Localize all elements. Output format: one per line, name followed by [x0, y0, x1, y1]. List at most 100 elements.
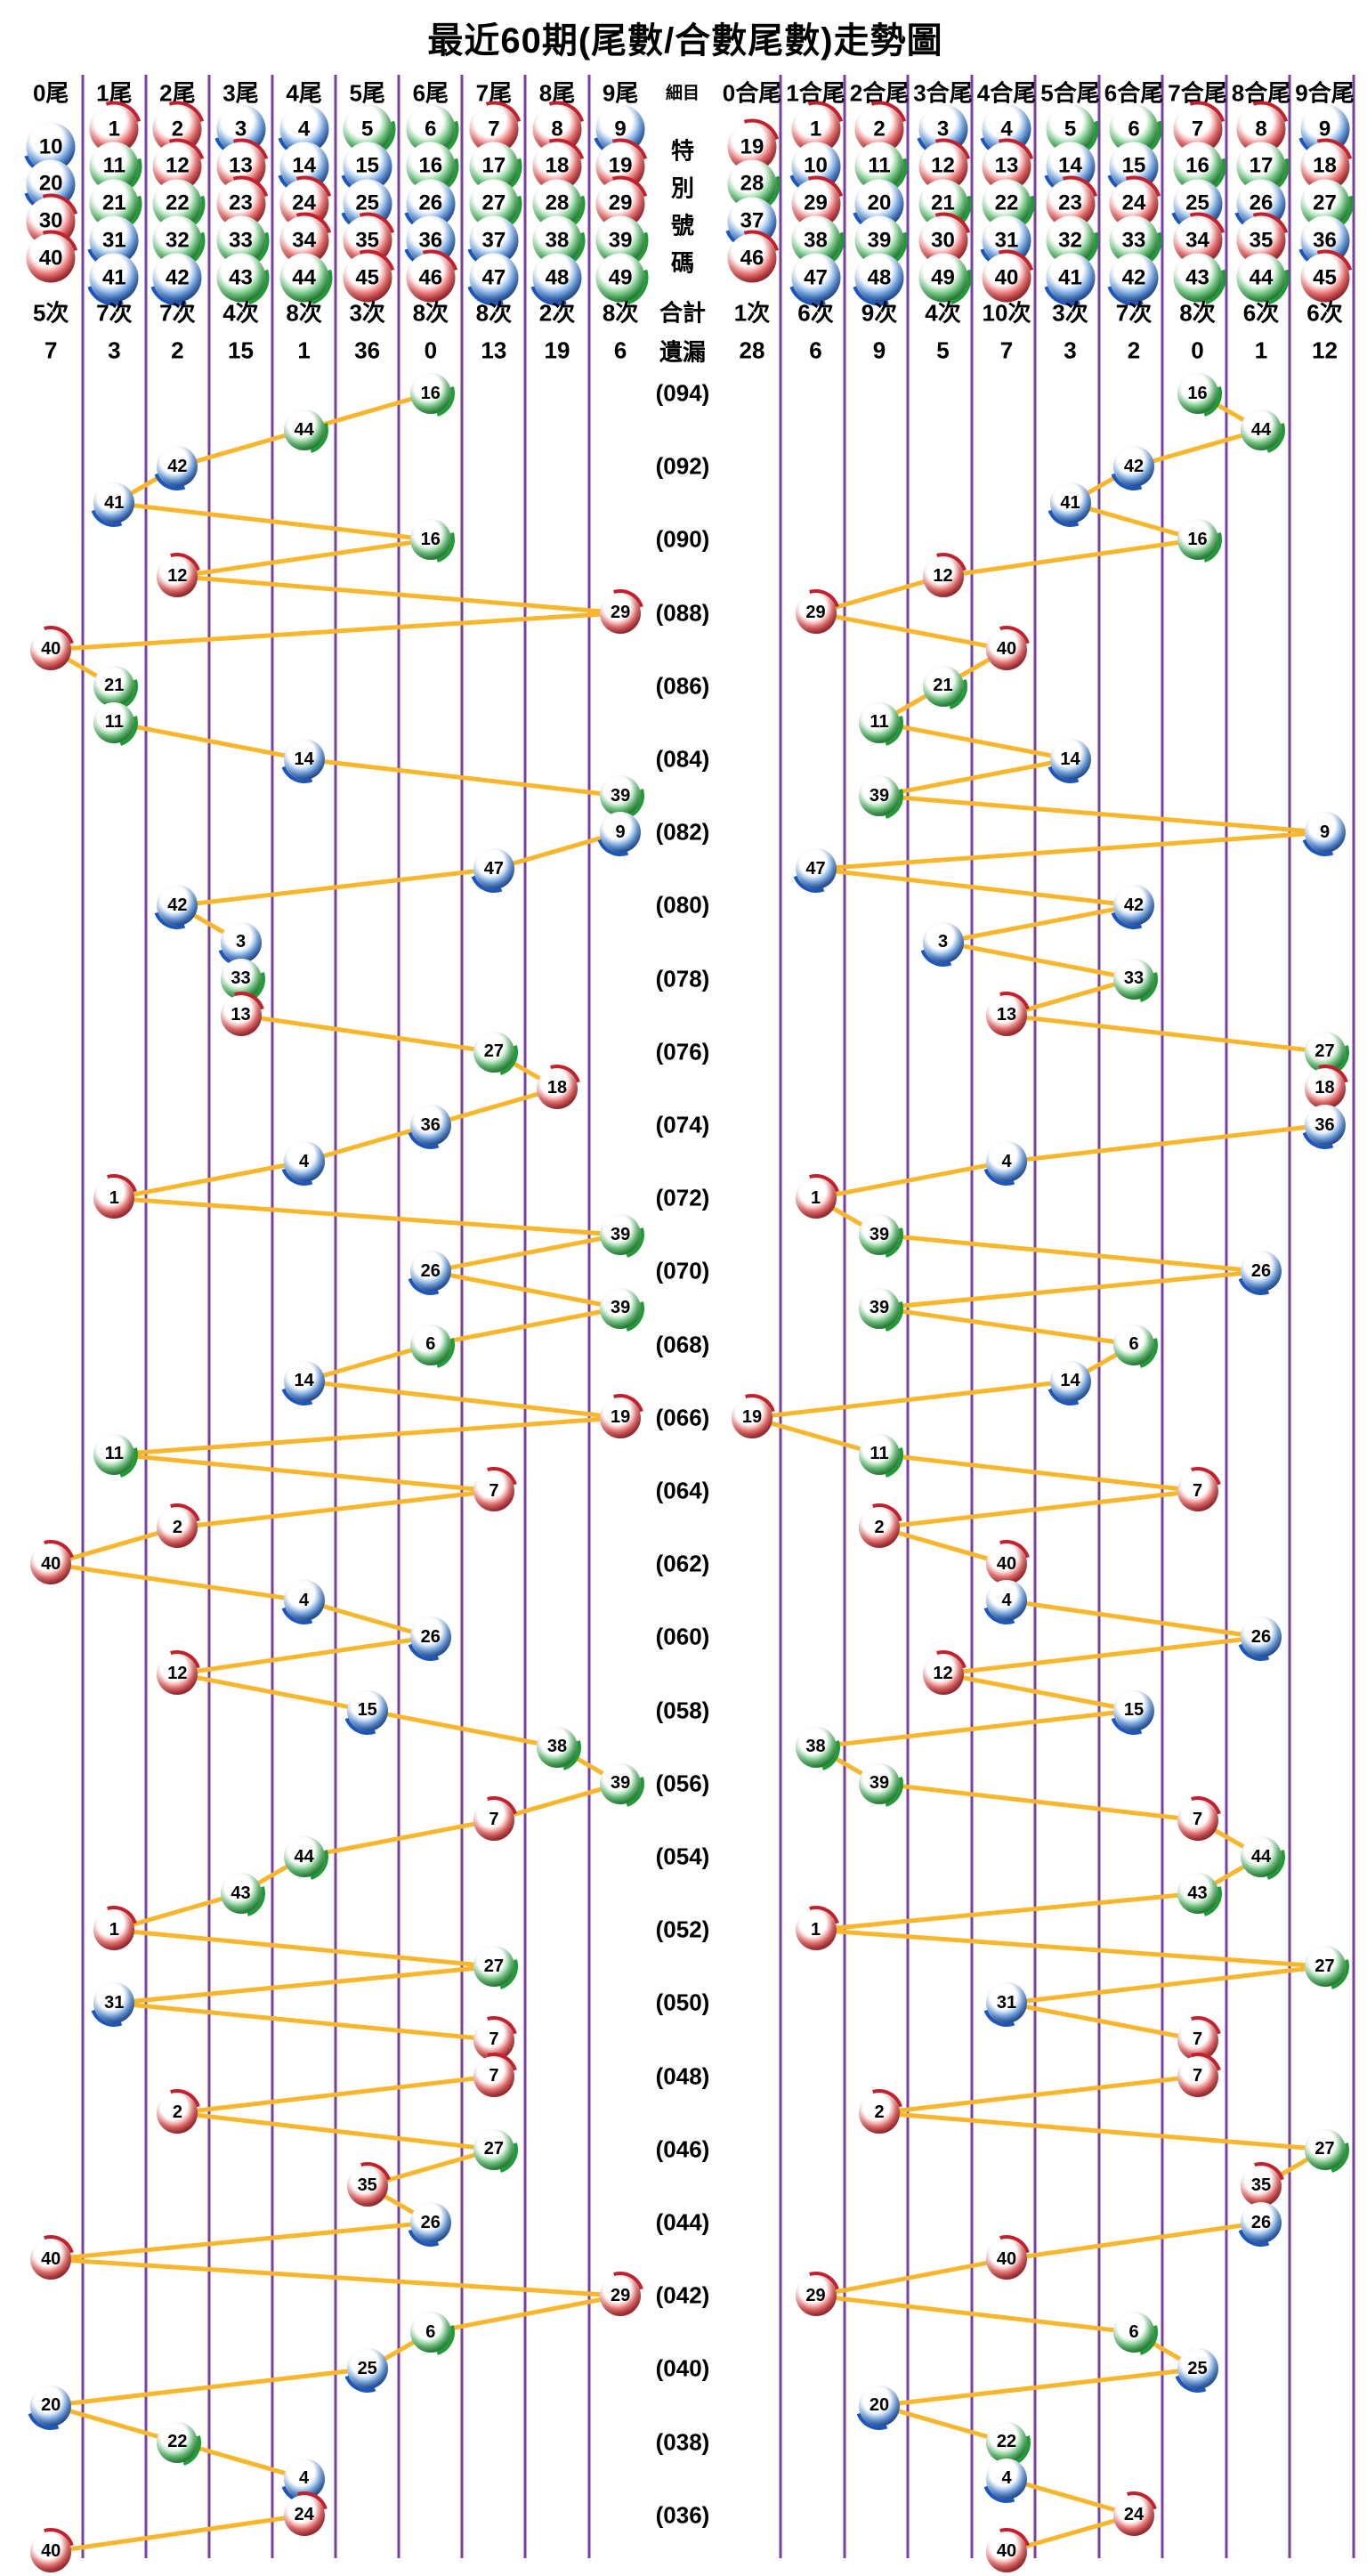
column-separator — [271, 75, 274, 2558]
chart-ball-sumtail-row4: 41 — [1049, 482, 1091, 524]
chart-ball-tail-row25: 26 — [409, 1251, 451, 1292]
chart-ball-sumtail-row6: 12 — [922, 555, 964, 597]
chart-ball-sumtail-row31: 7 — [1177, 1470, 1218, 1511]
chart-ball-sumtail-row36: 12 — [922, 1653, 964, 1695]
stat-missing-left-9: 6 — [613, 336, 627, 364]
stat-total-label: 合計 — [659, 299, 707, 327]
column-separator — [1161, 75, 1164, 2558]
chart-ball-sumtail-row56: 20 — [859, 2385, 900, 2426]
stat-missing-right-2: 9 — [872, 336, 886, 364]
stat-missing-right-4: 7 — [999, 336, 1014, 364]
chart-ball-sumtail-row55: 25 — [1177, 2348, 1218, 2390]
column-separator — [843, 75, 845, 2558]
chart-ball-tail-row23: 1 — [93, 1178, 135, 1219]
period-label-076: (076) — [655, 1038, 710, 1065]
stat-count-left-4: 8次 — [286, 299, 322, 327]
grid-ball-49: 49 — [595, 253, 645, 303]
column-separator — [1288, 75, 1291, 2558]
chart-ball-sumtail-row8: 40 — [986, 628, 1027, 670]
chart-ball-tail-row19: 27 — [473, 1031, 514, 1073]
stat-missing-right-3: 5 — [936, 336, 950, 364]
period-label-092: (092) — [655, 452, 710, 480]
stat-missing-left-2: 2 — [171, 336, 184, 364]
stat-missing-right-0: 28 — [739, 336, 765, 364]
chart-ball-tail-row53: 29 — [600, 2275, 642, 2317]
chart-ball-tail-row37: 15 — [346, 1689, 388, 1731]
period-label-054: (054) — [655, 1843, 710, 1870]
grid-ball-sum-49: 49 — [918, 253, 967, 303]
chart-ball-tail-row15: 42 — [157, 885, 198, 927]
chart-ball-tail-row47: 7 — [473, 2055, 514, 2097]
grid-ball-sum-43: 43 — [1173, 253, 1222, 303]
chart-ball-tail-row10: 11 — [93, 701, 135, 743]
grid-ball-43: 43 — [216, 253, 265, 303]
chart-ball-sumtail-row60: 40 — [986, 2531, 1027, 2572]
stat-missing-right-7: 0 — [1191, 336, 1204, 364]
chart-ball-sumtail-row52: 40 — [986, 2239, 1027, 2280]
period-label-074: (074) — [655, 1111, 710, 1138]
stat-count-left-8: 2次 — [538, 299, 576, 327]
stat-missing-right-8: 1 — [1254, 336, 1268, 364]
grid-ball-45: 45 — [343, 253, 392, 303]
chart-ball-sumtail-row47: 7 — [1177, 2055, 1218, 2097]
chart-ball-tail-row4: 41 — [93, 482, 135, 524]
column-separator — [144, 75, 148, 2558]
chart-ball-tail-row57: 22 — [157, 2421, 198, 2463]
chart-ball-sumtail-row58: 4 — [986, 2458, 1027, 2499]
chart-ball-tail-row55: 25 — [346, 2348, 388, 2390]
period-label-036: (036) — [655, 2501, 710, 2529]
chart-ball-tail-row34: 4 — [283, 1580, 325, 1622]
chart-ball-sumtail-row34: 4 — [986, 1580, 1027, 1622]
column-header-middle: 細目 — [665, 84, 700, 103]
chart-ball-sumtail-row37: 15 — [1113, 1689, 1154, 1731]
stat-missing-left-8: 19 — [544, 336, 570, 364]
column-separator — [81, 75, 85, 2558]
chart-ball-tail-row60: 40 — [30, 2531, 72, 2572]
stat-count-left-9: 8次 — [602, 299, 639, 327]
special-label-char: 碼 — [670, 249, 695, 277]
column-separator — [1033, 75, 1037, 2558]
chart-ball-sumtail-row3: 42 — [1113, 446, 1154, 488]
special-label-char: 特 — [670, 137, 695, 165]
stat-missing-left-1: 3 — [108, 336, 121, 364]
column-separator — [1097, 75, 1100, 2558]
stat-missing-left-4: 1 — [297, 336, 311, 364]
chart-ball-sumtail-row18: 13 — [986, 994, 1027, 1036]
period-label-048: (048) — [655, 2062, 710, 2090]
stat-count-right-9: 6次 — [1306, 299, 1343, 327]
chart-ball-tail-row48: 2 — [157, 2092, 198, 2134]
stat-missing-right-9: 12 — [1312, 336, 1338, 364]
chart-ball-sumtail-row40: 7 — [1177, 1799, 1218, 1841]
period-label-094: (094) — [655, 379, 710, 407]
period-label-072: (072) — [655, 1184, 710, 1211]
chart-ball-tail-row13: 9 — [600, 812, 642, 854]
column-separator — [334, 75, 337, 2558]
chart-ball-tail-row6: 12 — [157, 555, 198, 597]
grid-ball-44: 44 — [279, 253, 329, 303]
column-separator — [523, 75, 527, 2558]
chart-ball-tail-row5: 16 — [409, 519, 451, 561]
grid-ball-sum-46: 46 — [727, 233, 777, 283]
chart-ball-sumtail-row30: 11 — [859, 1433, 900, 1475]
grid-ball-41: 41 — [89, 253, 139, 303]
chart-ball-sumtail-row9: 21 — [922, 665, 964, 707]
column-separator — [1225, 75, 1227, 2558]
column-header-right-0: 0合尾 — [722, 79, 782, 107]
period-label-046: (046) — [655, 2135, 710, 2163]
stat-missing-right-6: 2 — [1127, 336, 1141, 364]
page-title: 最近60期(尾數/合數尾數)走勢圖 — [427, 21, 943, 61]
grid-ball-sum-45: 45 — [1300, 253, 1349, 303]
chart-ball-tail-row59: 24 — [283, 2494, 325, 2536]
chart-ball-tail-row31: 7 — [473, 1470, 514, 1511]
chart-ball-sumtail-row53: 29 — [795, 2275, 837, 2317]
chart-ball-sumtail-row2: 44 — [1241, 409, 1282, 451]
period-label-042: (042) — [655, 2281, 710, 2309]
chart-ball-sumtail-row21: 36 — [1304, 1105, 1346, 1146]
grid-ball-40: 40 — [26, 233, 76, 283]
period-label-038: (038) — [655, 2428, 710, 2456]
special-label-char: 號 — [670, 212, 695, 239]
chart-ball-tail-row41: 44 — [283, 1836, 325, 1877]
stat-count-right-1: 6次 — [797, 299, 834, 327]
period-label-090: (090) — [655, 525, 710, 553]
period-label-070: (070) — [655, 1257, 710, 1284]
